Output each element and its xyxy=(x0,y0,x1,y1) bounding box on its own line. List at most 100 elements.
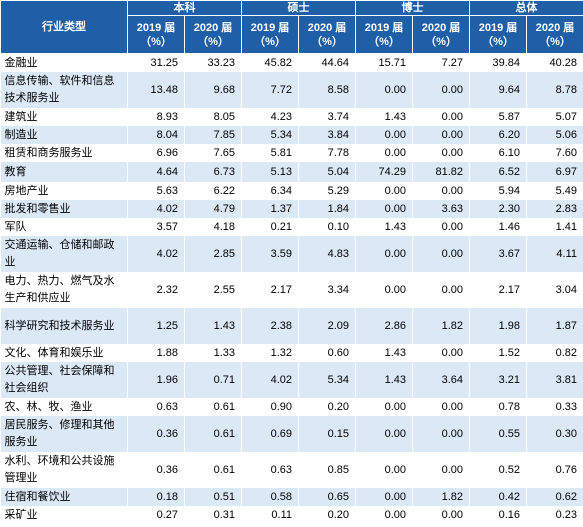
percentage-cell: 5.63 xyxy=(127,182,185,200)
percentage-cell: 3.81 xyxy=(526,362,583,398)
table-row: 交通运输、仓储和邮政业 4.02 2.85 3.59 4.83 0.00 0.00 3.67 4… xyxy=(0,236,583,272)
percentage-cell: 15.71 xyxy=(355,53,413,72)
percentage-cell: 0.00 xyxy=(412,218,470,236)
percentage-cell: 0.00 xyxy=(412,72,470,108)
percentage-cell: 1.43 xyxy=(355,218,413,236)
percentage-cell: 4.79 xyxy=(184,200,242,218)
industry-name-cell: 科学研究和技术服务业 xyxy=(0,308,128,344)
table-row: 房地产业 5.63 6.22 6.34 5.29 0.00 0.00 5.94 5.49 xyxy=(0,182,583,200)
category-header: 行业类型 xyxy=(0,0,128,54)
percentage-cell: 0.85 xyxy=(298,452,356,488)
percentage-cell: 4.83 xyxy=(298,236,356,272)
percentage-cell: 0.00 xyxy=(355,144,413,162)
percentage-cell: 0.00 xyxy=(412,236,470,272)
percentage-cell: 3.34 xyxy=(298,272,356,308)
percentage-cell: 0.61 xyxy=(184,452,242,488)
percentage-cell: 5.49 xyxy=(526,182,583,200)
percentage-cell: 2.17 xyxy=(469,272,527,308)
percentage-cell: 1.43 xyxy=(184,308,242,344)
year-column-header: 2019 届（%） xyxy=(355,15,413,54)
subheader-row: 2019 届（%） 2020 届（%） 2019 届（%） 2020 届（%） 2019… xyxy=(1,15,583,54)
percentage-cell: 0.78 xyxy=(469,398,527,416)
industry-name-cell: 信息传输、软件和信息技术服务业 xyxy=(0,72,128,108)
percentage-cell: 3.04 xyxy=(526,272,583,308)
percentage-cell: 0.16 xyxy=(469,506,527,524)
percentage-cell: 0.00 xyxy=(355,506,413,524)
percentage-cell: 2.38 xyxy=(241,308,299,344)
percentage-cell: 1.84 xyxy=(298,200,356,218)
group-header-undergrad: 本科 xyxy=(127,0,242,16)
percentage-cell: 0.76 xyxy=(526,452,583,488)
percentage-cell: 0.00 xyxy=(355,236,413,272)
percentage-cell: 0.20 xyxy=(298,506,356,524)
percentage-cell: 4.64 xyxy=(127,162,185,182)
industry-name-cell: 公共管理、社会保障和社会组织 xyxy=(0,362,128,398)
table-row: 租赁和商务服务业 6.96 7.65 5.81 7.78 0.00 0.00 6.10 7.60 xyxy=(0,144,583,162)
percentage-cell: 1.43 xyxy=(355,362,413,398)
percentage-cell: 0.00 xyxy=(355,416,413,452)
percentage-cell: 3.84 xyxy=(298,126,356,144)
industry-name-cell: 租赁和商务服务业 xyxy=(0,144,128,162)
percentage-cell: 0.63 xyxy=(127,398,185,416)
percentage-cell: 0.36 xyxy=(127,452,185,488)
industry-name-cell: 金融业 xyxy=(0,53,128,72)
percentage-cell: 2.30 xyxy=(469,200,527,218)
table-row: 信息传输、软件和信息技术服务业 13.48 9.68 7.72 8.58 0.00 0.00… xyxy=(0,72,583,108)
percentage-cell: 0.00 xyxy=(412,144,470,162)
percentage-cell: 0.61 xyxy=(184,416,242,452)
percentage-cell: 5.34 xyxy=(298,362,356,398)
year-column-header: 2020 届（%） xyxy=(526,15,583,54)
industry-name-cell: 水利、环境和公共设施管理业 xyxy=(0,452,128,488)
percentage-cell: 44.64 xyxy=(298,53,356,72)
percentage-cell: 0.00 xyxy=(355,272,413,308)
table-row: 住宿和餐饮业 0.18 0.51 0.58 0.65 0.00 1.82 0.42 0.62 xyxy=(0,488,583,506)
percentage-cell: 0.00 xyxy=(355,126,413,144)
percentage-cell: 4.02 xyxy=(127,236,185,272)
percentage-cell: 0.00 xyxy=(355,200,413,218)
percentage-cell: 0.00 xyxy=(412,506,470,524)
percentage-cell: 1.32 xyxy=(241,344,299,362)
percentage-cell: 2.86 xyxy=(355,308,413,344)
table-row: 教育 4.64 6.73 5.13 5.04 74.29 81.82 6.52 6.97 xyxy=(0,162,583,182)
percentage-cell: 1.98 xyxy=(469,308,527,344)
percentage-cell: 4.23 xyxy=(241,108,299,126)
percentage-cell: 4.02 xyxy=(127,200,185,218)
percentage-cell: 2.85 xyxy=(184,236,242,272)
percentage-cell: 4.02 xyxy=(241,362,299,398)
table-row: 采矿业 0.27 0.31 0.11 0.20 0.00 0.00 0.16 0.23 xyxy=(0,506,583,524)
percentage-cell: 1.46 xyxy=(469,218,527,236)
percentage-cell: 7.27 xyxy=(412,53,470,72)
percentage-cell: 1.43 xyxy=(355,344,413,362)
percentage-cell: 0.21 xyxy=(241,218,299,236)
percentage-cell: 2.55 xyxy=(184,272,242,308)
table-row: 水利、环境和公共设施管理业 0.36 0.61 0.63 0.85 0.00 0.00 0.5… xyxy=(0,452,583,488)
percentage-cell: 0.52 xyxy=(469,452,527,488)
table-row: 居民服务、修理和其他服务业 0.36 0.61 0.69 0.15 0.00 0.00 0.5… xyxy=(0,416,583,452)
percentage-cell: 0.60 xyxy=(298,344,356,362)
percentage-cell: 4.11 xyxy=(526,236,583,272)
percentage-cell: 1.87 xyxy=(526,308,583,344)
percentage-cell: 4.18 xyxy=(184,218,242,236)
table-row: 批发和零售业 4.02 4.79 1.37 1.84 0.00 3.63 2.30 2.83 xyxy=(0,200,583,218)
industry-name-cell: 房地产业 xyxy=(0,182,128,200)
percentage-cell: 3.74 xyxy=(298,108,356,126)
group-header-total: 总体 xyxy=(469,0,583,16)
percentage-cell: 2.32 xyxy=(127,272,185,308)
percentage-cell: 8.78 xyxy=(526,72,583,108)
percentage-cell: 0.55 xyxy=(469,416,527,452)
industry-name-cell: 建筑业 xyxy=(0,108,128,126)
year-column-header: 2020 届（%） xyxy=(184,15,242,54)
percentage-cell: 0.11 xyxy=(241,506,299,524)
percentage-cell: 0.00 xyxy=(355,452,413,488)
percentage-cell: 1.37 xyxy=(241,200,299,218)
industry-name-cell: 制造业 xyxy=(0,126,128,144)
percentage-cell: 8.04 xyxy=(127,126,185,144)
table-row: 制造业 8.04 7.85 5.34 3.84 0.00 0.00 6.20 5.06 xyxy=(0,126,583,144)
percentage-cell: 1.82 xyxy=(412,308,470,344)
table-row: 军队 3.57 4.18 0.21 0.10 1.43 0.00 1.46 1.41 xyxy=(0,218,583,236)
percentage-cell: 6.22 xyxy=(184,182,242,200)
year-column-header: 2020 届（%） xyxy=(412,15,470,54)
percentage-cell: 0.00 xyxy=(355,72,413,108)
percentage-cell: 3.67 xyxy=(469,236,527,272)
percentage-cell: 40.28 xyxy=(526,53,583,72)
